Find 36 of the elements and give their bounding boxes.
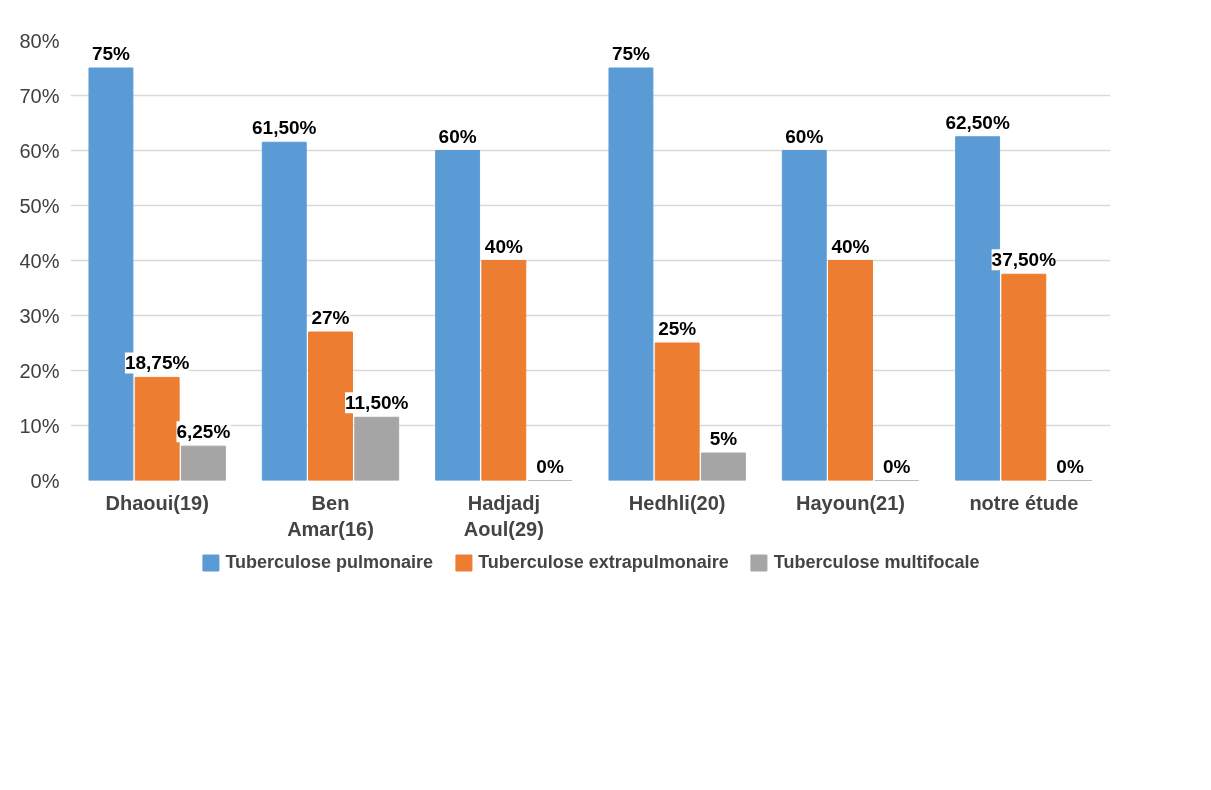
- legend-label: Tuberculose extrapulmonaire: [478, 551, 729, 573]
- x-tick-label: Dhaoui(19): [105, 491, 209, 514]
- y-tick-label: 70%: [19, 84, 60, 107]
- x-tick-label: Hayoun(21): [796, 491, 905, 514]
- data-label: 75%: [91, 43, 131, 64]
- data-label: 61,50%: [252, 117, 317, 139]
- data-label: 40%: [831, 235, 870, 257]
- x-tick-label: Hedhli(20): [628, 491, 726, 514]
- data-label: 75%: [611, 43, 651, 64]
- y-tick-label: 60%: [19, 139, 60, 162]
- data-label: 0%: [536, 455, 564, 477]
- data-label: 60%: [438, 125, 477, 147]
- y-tick-label: 40%: [19, 249, 60, 272]
- data-label: 27%: [311, 307, 350, 328]
- x-tick-label: Ben Amar(16): [287, 491, 374, 540]
- legend-label: Tuberculose multifocale: [773, 551, 980, 573]
- data-label: 60%: [785, 125, 824, 147]
- legend-label: Tuberculose pulmonaire: [225, 551, 434, 573]
- y-tick-label: 80%: [19, 29, 60, 52]
- y-tick-label: 0%: [30, 469, 60, 492]
- y-tick-label: 10%: [19, 414, 60, 437]
- data-label: 37,50%: [991, 249, 1057, 271]
- data-label: 0%: [882, 455, 911, 477]
- x-tick-label: Hadjadj Aoul(29): [463, 491, 544, 540]
- data-label: 6,25%: [176, 421, 231, 443]
- data-label: 25%: [658, 318, 697, 339]
- y-tick-label: 50%: [19, 194, 60, 217]
- data-label: 5%: [709, 428, 738, 449]
- data-label: 62,50%: [945, 111, 1010, 133]
- data-label: 11,50%: [345, 392, 409, 414]
- y-tick-label: 30%: [19, 304, 60, 327]
- data-label: 0%: [1056, 455, 1084, 477]
- data-label: 18,75%: [124, 352, 190, 374]
- x-tick-label: notre étude: [969, 491, 1079, 514]
- y-tick-label: 20%: [19, 359, 60, 382]
- data-label: 40%: [484, 235, 523, 257]
